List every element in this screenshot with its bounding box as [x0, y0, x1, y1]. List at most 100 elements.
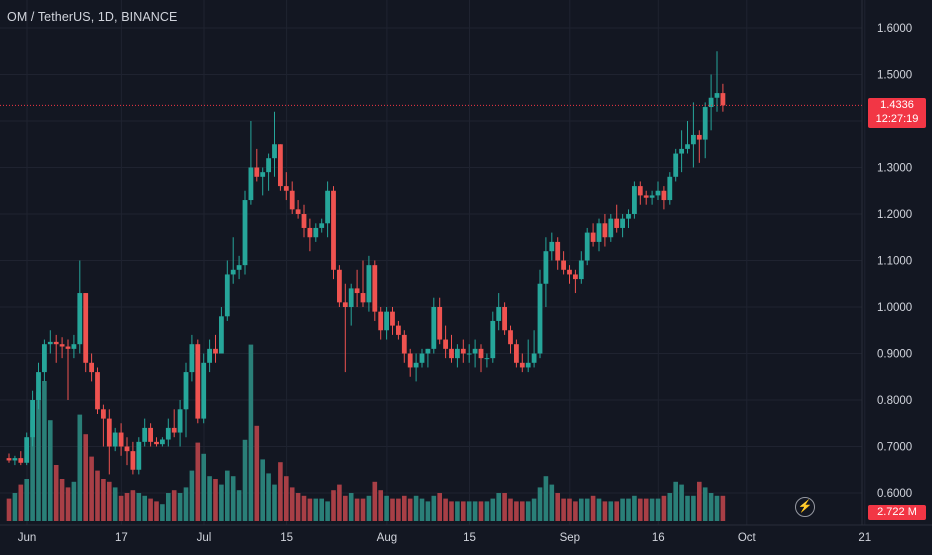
volume-bar [207, 476, 212, 521]
candle-body [224, 274, 230, 317]
candle-body [260, 172, 266, 177]
y-tick-label: 0.8000 [877, 395, 912, 407]
volume-bar [213, 479, 218, 521]
volume-bar [154, 501, 159, 521]
volume-bar [466, 501, 472, 521]
volume-bar [266, 473, 271, 521]
candle-body [248, 167, 254, 201]
y-tick-label: 1.1000 [877, 256, 912, 268]
candle-body [502, 307, 507, 331]
bolt-icon[interactable]: ⚡ [795, 497, 815, 517]
volume-bar [136, 493, 142, 521]
candle-body [189, 344, 195, 373]
candle-body [626, 214, 631, 219]
candle-body [313, 227, 319, 238]
volume-bar [83, 434, 88, 521]
candle-body [460, 348, 466, 354]
candle-body [573, 274, 578, 280]
volume-bar [496, 493, 501, 521]
x-tick-label: Jun [18, 532, 37, 544]
y-tick-label: 1.3000 [877, 163, 912, 175]
volume-bar [30, 420, 35, 521]
candle-body [466, 353, 472, 355]
volume-bar [461, 501, 466, 521]
candle-body [236, 265, 242, 270]
candle-body [47, 341, 53, 345]
candle-body [295, 209, 301, 214]
volume-bar [579, 498, 584, 521]
candle-body [283, 186, 289, 191]
candle-body [165, 427, 171, 440]
last-price-tag: 1.4336 12:27:19 [868, 98, 926, 128]
candle-body [207, 348, 212, 363]
volume-bar [360, 498, 366, 521]
candle-body [431, 307, 437, 349]
candle-body [130, 451, 136, 470]
volume-bar [343, 495, 348, 521]
volume-bar [402, 495, 407, 521]
candle-body [443, 339, 448, 349]
candle-body [561, 260, 566, 270]
volume-bar [525, 501, 531, 521]
volume-bar [225, 470, 230, 521]
candle-body [413, 362, 419, 368]
candle-body [496, 307, 502, 321]
volume-bar [12, 493, 18, 521]
candle-body [289, 190, 295, 210]
volume-bar [183, 487, 189, 521]
x-tick-label: 16 [652, 532, 665, 544]
volume-bar [65, 487, 71, 521]
candle-body [6, 458, 12, 461]
volume-bar [437, 493, 442, 521]
volume-bar [177, 493, 183, 521]
volume-bar [36, 392, 41, 521]
candle-body [101, 409, 106, 419]
candle-body [702, 107, 708, 140]
candle-body [673, 153, 679, 177]
candle-body [307, 227, 313, 238]
candle-body [525, 362, 531, 368]
volume-bar [171, 490, 177, 521]
volume-bar [295, 493, 301, 521]
volume-bar [413, 495, 419, 521]
volume-bar [219, 484, 224, 521]
candle-body [59, 344, 65, 347]
volume-bar [260, 459, 265, 521]
volume-bar [307, 498, 313, 521]
candle-body [201, 362, 207, 419]
volume-bar [372, 481, 378, 521]
candle-body [508, 330, 513, 345]
candle-body [708, 97, 714, 108]
candle-body [490, 320, 496, 359]
volume-bar [425, 501, 431, 521]
volume-bar [59, 479, 65, 521]
volume-bar [638, 498, 643, 521]
volume-bar [396, 498, 401, 521]
candle-body [455, 348, 460, 359]
bar-countdown: 12:27:19 [875, 113, 919, 125]
volume-bar [272, 484, 277, 521]
volume-bar [148, 498, 153, 521]
candle-body [177, 409, 183, 433]
volume-bar [77, 414, 83, 521]
candle-body [484, 358, 490, 360]
volume-bar [720, 495, 726, 521]
volume-bar [567, 498, 572, 521]
last-price-value: 1.4336 [880, 99, 914, 111]
candle-body [71, 344, 77, 349]
candle-body [537, 283, 543, 354]
candle-body [685, 144, 690, 149]
volume-bar [708, 493, 714, 521]
candle-body [614, 218, 620, 228]
candle-body [378, 311, 384, 331]
candle-body [230, 269, 236, 275]
candle-body [348, 288, 354, 307]
candle-body [124, 446, 130, 452]
candle-body [608, 218, 614, 238]
volume-bar [189, 470, 195, 521]
x-tick-label: 15 [280, 532, 293, 544]
candle-body [171, 427, 177, 433]
candle-body [425, 348, 431, 354]
